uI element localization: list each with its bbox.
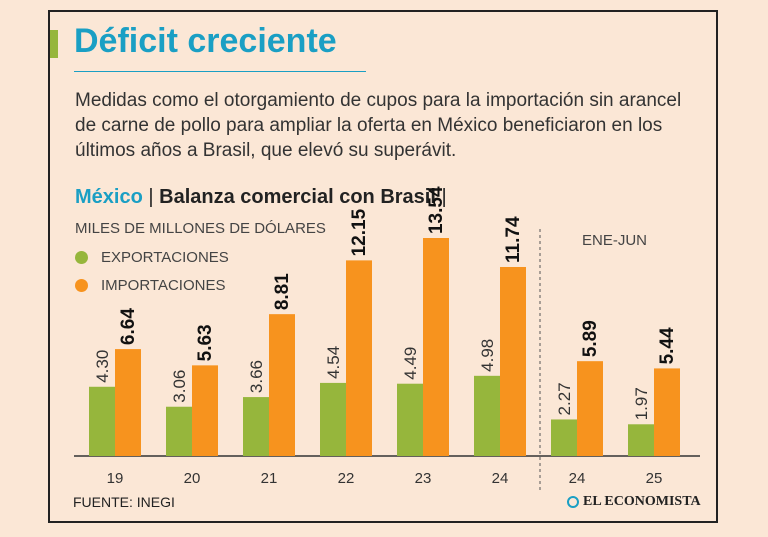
title-accent-bar xyxy=(50,30,58,58)
bar-exports xyxy=(89,386,115,456)
bar-exports xyxy=(243,397,269,456)
legend-exports: EXPORTACIONES xyxy=(75,249,229,266)
description-text: Medidas como el otorgamiento de cupos pa… xyxy=(75,90,682,161)
period-note: ENE-JUN xyxy=(582,232,648,249)
bar-imports xyxy=(577,361,603,456)
title-underline xyxy=(74,71,366,72)
legend-imports-label: IMPORTACIONES xyxy=(101,277,226,294)
bar-imports xyxy=(115,349,141,456)
brand-logo: EL ECONOMISTA xyxy=(567,494,701,510)
bar-exports xyxy=(474,375,500,456)
x-tick-label: 23 xyxy=(415,470,432,487)
x-tick-label: 20 xyxy=(184,470,201,487)
bar-imports xyxy=(192,365,218,456)
bar-exports xyxy=(397,383,423,456)
x-tick-label: 24 xyxy=(492,470,509,487)
data-label-exports: 4.30 xyxy=(93,350,112,383)
legend-imports-swatch xyxy=(75,279,88,292)
chart-subtitle: México | Balanza comercial con Brasil | xyxy=(75,186,447,209)
data-label-exports: 2.27 xyxy=(555,382,574,415)
data-label-imports: 5.44 xyxy=(657,327,678,364)
subtitle-country: México xyxy=(75,186,143,208)
bar-imports xyxy=(346,260,372,456)
subtitle-separator: | xyxy=(142,186,160,208)
brand-name: EL ECONOMISTA xyxy=(583,494,701,509)
bar-exports xyxy=(166,406,192,456)
bar-imports xyxy=(500,266,526,456)
x-tick-label: 21 xyxy=(261,470,278,487)
x-tick-label: 25 xyxy=(646,470,663,487)
x-tick-label: 24 xyxy=(569,470,586,487)
bar-exports xyxy=(628,424,654,456)
data-label-imports: 5.63 xyxy=(195,324,216,361)
legend-exports-label: EXPORTACIONES xyxy=(101,249,229,266)
subtitle-topic: Balanza comercial con Brasil xyxy=(159,186,436,208)
bar-exports xyxy=(320,382,346,456)
data-label-exports: 4.49 xyxy=(401,347,420,380)
data-label-exports: 3.66 xyxy=(247,360,266,393)
data-label-exports: 1.97 xyxy=(632,387,651,420)
units-label: MILES DE MILLONES DE DÓLARES xyxy=(75,220,326,237)
data-label-imports: 13.54 xyxy=(426,186,447,234)
page-title: Déficit creciente xyxy=(74,22,337,60)
x-tick-label: 19 xyxy=(107,470,124,487)
data-label-exports: 4.98 xyxy=(478,339,497,372)
data-label-exports: 3.06 xyxy=(170,370,189,403)
data-label-exports: 4.54 xyxy=(324,346,343,379)
bar-imports xyxy=(269,314,295,456)
bar-exports xyxy=(551,419,577,456)
data-label-imports: 5.89 xyxy=(580,320,601,357)
legend-imports: IMPORTACIONES xyxy=(75,277,225,294)
data-label-imports: 8.81 xyxy=(272,273,293,310)
brand-icon xyxy=(567,496,579,508)
subtitle-separator-end: | xyxy=(435,186,447,208)
legend-exports-swatch xyxy=(75,251,88,264)
data-label-imports: 6.64 xyxy=(118,308,139,345)
x-tick-label: 22 xyxy=(338,470,355,487)
data-label-imports: 12.15 xyxy=(349,208,370,256)
source-note: FUENTE: INEGI xyxy=(73,494,175,510)
bar-imports xyxy=(423,238,449,456)
infographic-frame xyxy=(48,10,718,523)
data-label-imports: 11.74 xyxy=(503,216,524,263)
bar-imports xyxy=(654,368,680,456)
